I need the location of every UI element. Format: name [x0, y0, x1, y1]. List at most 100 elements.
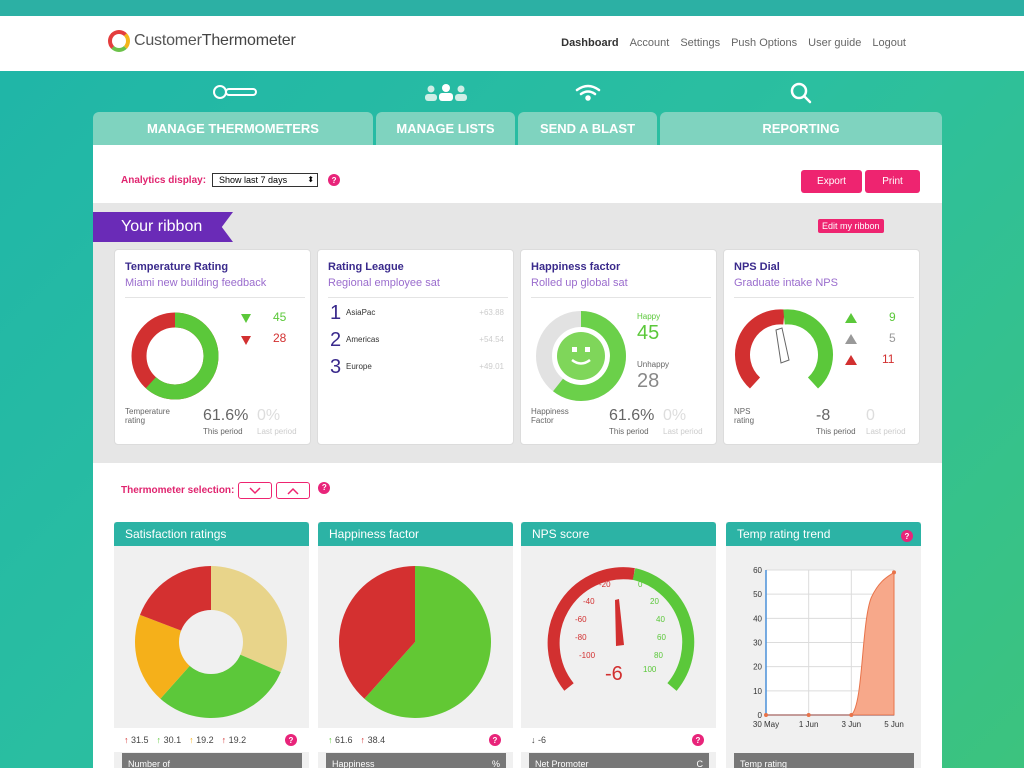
nav-user-guide[interactable]: User guide — [808, 37, 862, 49]
export-button[interactable]: Export — [801, 170, 862, 193]
analytics-label: Analytics display: — [121, 174, 207, 186]
logo[interactable]: CustomerThermometer — [108, 30, 296, 52]
help-icon[interactable]: ? — [692, 734, 704, 746]
select-up-button[interactable] — [276, 482, 311, 499]
up-arrow-icon: ↑ — [328, 735, 333, 745]
svg-text:100: 100 — [643, 665, 657, 674]
wifi-icon[interactable] — [575, 84, 601, 101]
data-point[interactable] — [849, 713, 854, 717]
data-point[interactable] — [764, 713, 768, 717]
temperature-donut — [131, 312, 219, 400]
nav-logout[interactable]: Logout — [872, 37, 906, 49]
ribbon-area: Your ribbon Edit my ribbon Temperature R… — [93, 203, 942, 463]
stat-value: 19.2 — [196, 735, 214, 745]
stat: ↑ 30.1 — [157, 735, 182, 745]
selection-label: Thermometer selection: — [121, 485, 235, 496]
svg-text:-60: -60 — [575, 615, 587, 624]
select-down-button[interactable] — [238, 482, 273, 499]
stat: ↑ 38.4 — [361, 735, 386, 745]
x-tick-label: 5 Jun — [884, 720, 904, 729]
tab-reporting[interactable]: REPORTING — [660, 112, 942, 145]
tab-send-a-blast[interactable]: SEND A BLAST — [518, 112, 657, 145]
search-icon[interactable] — [790, 82, 812, 104]
nps-needle-icon — [615, 599, 624, 646]
pie-slice[interactable] — [364, 566, 491, 718]
stat: ↑ 19.2 — [222, 735, 247, 745]
ribbon-title: Your ribbon — [93, 212, 233, 242]
card-subtitle: Rolled up global sat — [531, 277, 628, 289]
happiness-factor-card[interactable]: Happiness factor Rolled up global sat Ha… — [520, 249, 717, 445]
up-arrow-icon: ↑ — [221, 735, 227, 745]
nav-dashboard[interactable]: Dashboard — [561, 37, 619, 49]
help-icon[interactable]: ? — [318, 481, 331, 494]
svg-text:40: 40 — [656, 615, 665, 624]
help-icon[interactable]: ? — [489, 734, 501, 746]
down-arrow-green-icon — [241, 314, 251, 323]
last-period-label: Last period — [257, 427, 297, 436]
nps-score-card[interactable]: NPS score -20 0 -40 20 -60 40 -80 60 -100 80 … — [521, 522, 716, 768]
metric-label-1: NPS — [734, 407, 751, 416]
divider — [734, 297, 914, 298]
nav-account[interactable]: Account — [629, 37, 670, 49]
card-subtitle: Regional employee sat — [328, 277, 440, 289]
table-header-bar: Temp rating — [734, 753, 914, 768]
print-button[interactable]: Print — [865, 170, 920, 193]
help-icon[interactable]: ? — [285, 734, 297, 746]
help-icon[interactable]: ? — [328, 174, 341, 186]
top-nav: Dashboard Account Settings Push Options … — [561, 37, 906, 49]
card-title: NPS Dial — [734, 261, 780, 273]
pie-slice[interactable] — [339, 566, 415, 699]
stat: ↓ -6 — [531, 735, 547, 745]
league-rank: 3 — [330, 356, 342, 378]
stat-value: 61.6 — [335, 735, 353, 745]
satisfaction-ratings-card[interactable]: Satisfaction ratings ↑ 31.5 ↑ 30.1 ↑ 19.… — [114, 522, 309, 768]
svg-text:-40: -40 — [583, 597, 595, 606]
temperature-rating-card[interactable]: Temperature Rating Miami new building fe… — [114, 249, 311, 445]
thermometer-icon[interactable] — [213, 85, 257, 99]
nav-settings[interactable]: Settings — [680, 37, 721, 49]
stat-value: -6 — [538, 735, 547, 745]
unhappy-count: 28 — [637, 370, 660, 392]
nps-dial-card[interactable]: NPS Dial Graduate intake NPS 9 5 11 NPS … — [723, 249, 920, 445]
users-icon[interactable] — [425, 84, 467, 101]
stats-row: ↓ -6 ? — [521, 728, 716, 752]
this-period-label: This period — [609, 427, 649, 436]
bar-right-label: % — [491, 759, 500, 768]
happy-count: 45 — [637, 322, 660, 344]
divider — [328, 297, 508, 298]
stat: ↑ 19.2 — [189, 735, 214, 745]
rating-league-card[interactable]: Rating League Regional employee sat 1 As… — [317, 249, 514, 445]
nav-push-options[interactable]: Push Options — [731, 37, 798, 49]
happiness-factor-chart-card[interactable]: Happiness factor ↑ 61.6 ↑ 38.4 ? Happine… — [318, 522, 513, 768]
help-icon[interactable]: ? — [901, 530, 913, 542]
up-arrow-icon: ↑ — [156, 735, 162, 745]
last-period-value: 0 — [866, 407, 875, 424]
temp-rating-trend-card[interactable]: Temp rating trend? 0 10 20 30 40 50 60 30 May 1 … — [726, 522, 921, 768]
metric-label-2: rating — [734, 416, 755, 425]
league-rank: 1 — [330, 302, 342, 324]
promoter-arrow-icon — [845, 313, 857, 323]
analytics-select[interactable]: Show last 7 days — [212, 173, 319, 187]
up-arrow-icon: ↑ — [124, 735, 129, 745]
card-header: Satisfaction ratings — [114, 522, 309, 546]
chevron-up-icon — [287, 487, 299, 495]
gauge-ticks: -20 0 -40 20 -60 40 -80 60 -100 80 100 — [575, 580, 666, 674]
card-subtitle: Graduate intake NPS — [734, 277, 838, 289]
stat-value: 31.5 — [131, 735, 149, 745]
tab-manage-lists[interactable]: MANAGE LISTS — [376, 112, 515, 145]
this-period-label: This period — [816, 427, 856, 436]
svg-text:-20: -20 — [599, 580, 611, 589]
nps-gauge-value: -6 — [605, 663, 623, 685]
promoters-count: 9 — [889, 310, 896, 324]
card-header: Happiness factor — [318, 522, 513, 546]
data-point[interactable] — [806, 713, 811, 717]
league-name: Americas — [346, 335, 380, 344]
top-strip — [0, 0, 1024, 16]
pie-slice[interactable] — [160, 642, 281, 718]
analytics-row: Analytics display: Show last 7 days ? — [121, 173, 341, 187]
data-point[interactable] — [892, 570, 896, 575]
tab-manage-thermometers[interactable]: MANAGE THERMOMETERS — [93, 112, 373, 145]
last-period-label: Last period — [663, 427, 703, 436]
this-period-label: This period — [203, 427, 243, 436]
edit-ribbon-button[interactable]: Edit my ribbon — [818, 219, 884, 233]
